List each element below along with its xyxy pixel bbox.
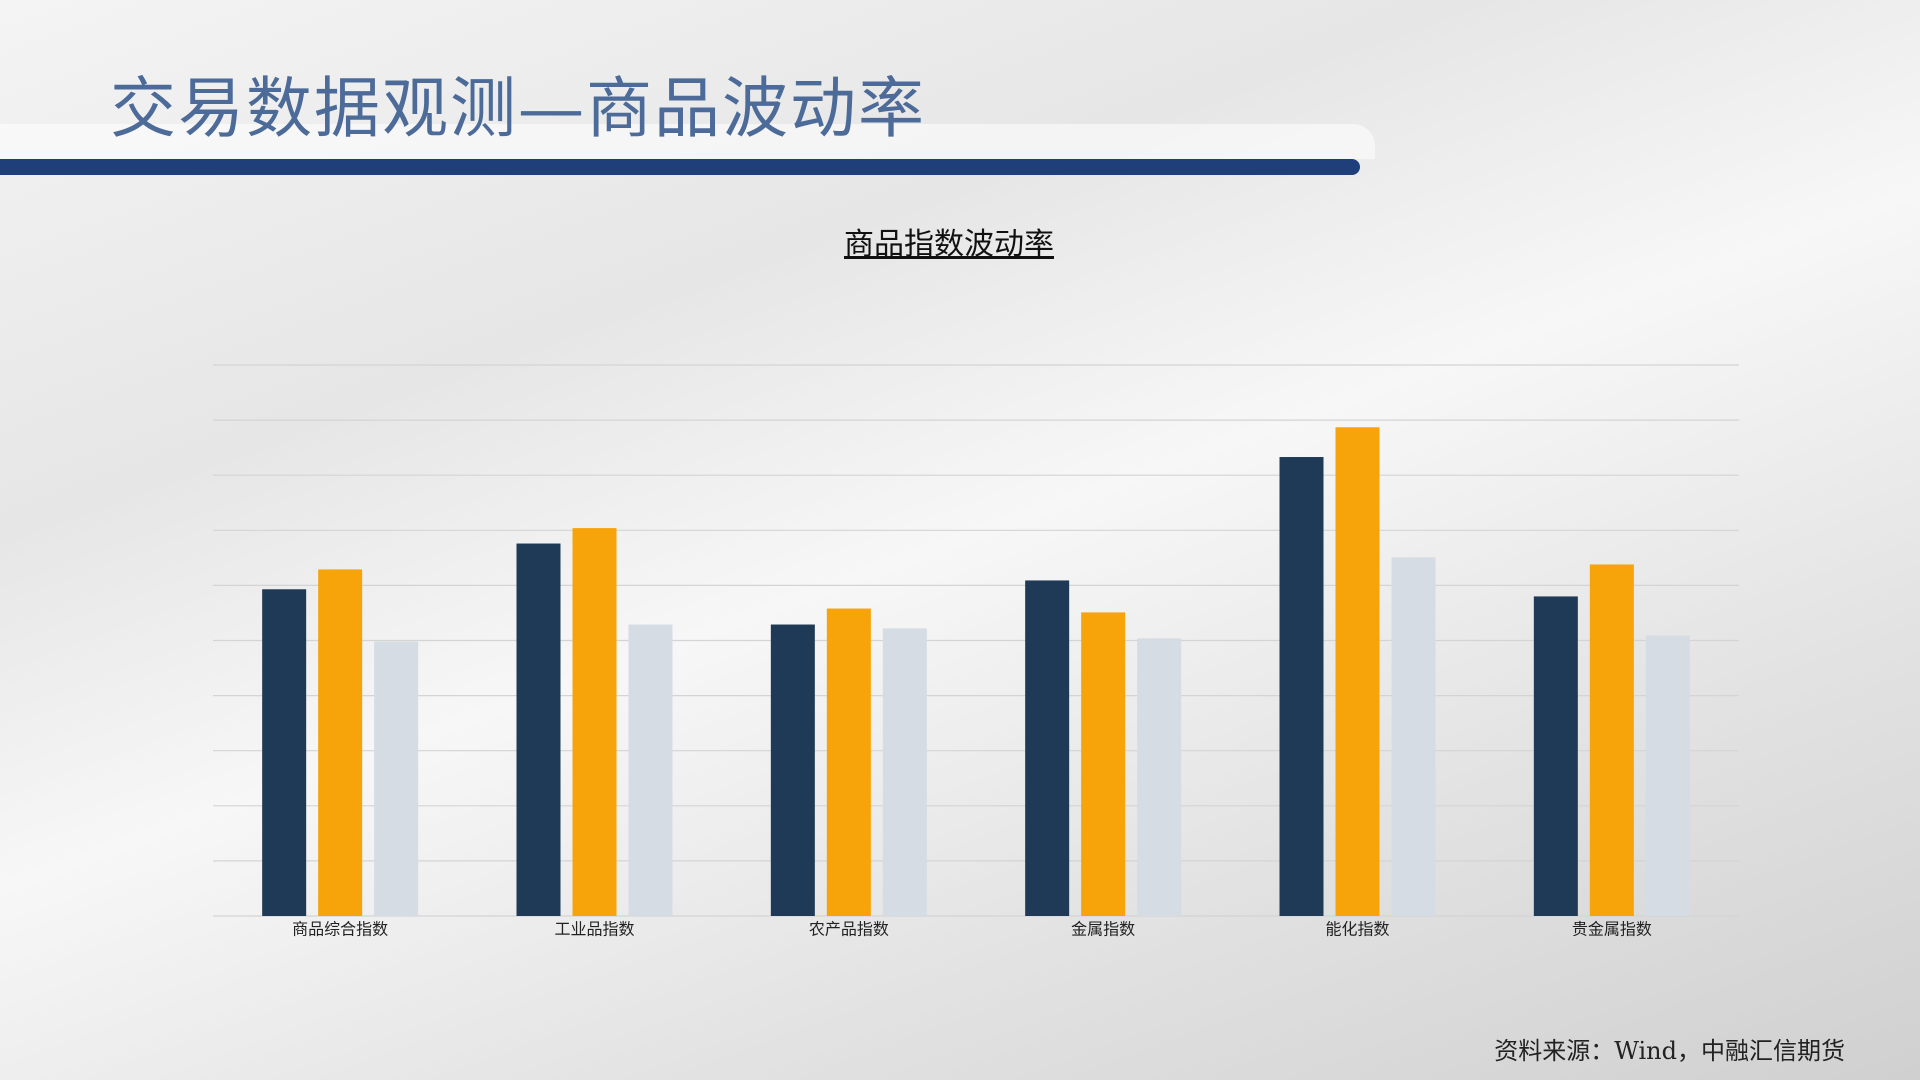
bar — [1025, 580, 1070, 916]
bar — [262, 589, 307, 916]
bar — [826, 608, 871, 916]
header-band — [0, 124, 1375, 159]
bar — [1081, 612, 1126, 916]
bar — [1645, 635, 1690, 916]
x-tick-label: 能化指数 — [1325, 920, 1389, 939]
bar — [1589, 564, 1634, 916]
bar — [516, 543, 561, 916]
bar — [1533, 596, 1578, 916]
bar — [1335, 427, 1380, 916]
x-tick-label: 农产品指数 — [809, 920, 889, 939]
bar — [1391, 557, 1436, 916]
slide-title: 交易数据观测—商品波动率 — [110, 70, 926, 147]
bar — [628, 624, 673, 916]
header-stripe — [0, 159, 1360, 175]
x-tick-label: 商品综合指数 — [292, 920, 388, 939]
x-tick-label: 工业品指数 — [554, 920, 634, 939]
bar — [882, 628, 927, 916]
bar — [318, 569, 363, 916]
bar — [1279, 457, 1324, 916]
chart-title: 商品指数波动率 — [844, 227, 1054, 262]
source-note: 资料来源：Wind，中融汇信期货 — [1494, 1037, 1845, 1065]
bar — [374, 641, 419, 916]
bar — [770, 624, 815, 916]
bar — [1137, 638, 1182, 916]
x-tick-label: 金属指数 — [1071, 920, 1135, 939]
x-tick-label: 贵金属指数 — [1572, 920, 1652, 939]
bar — [572, 528, 617, 916]
